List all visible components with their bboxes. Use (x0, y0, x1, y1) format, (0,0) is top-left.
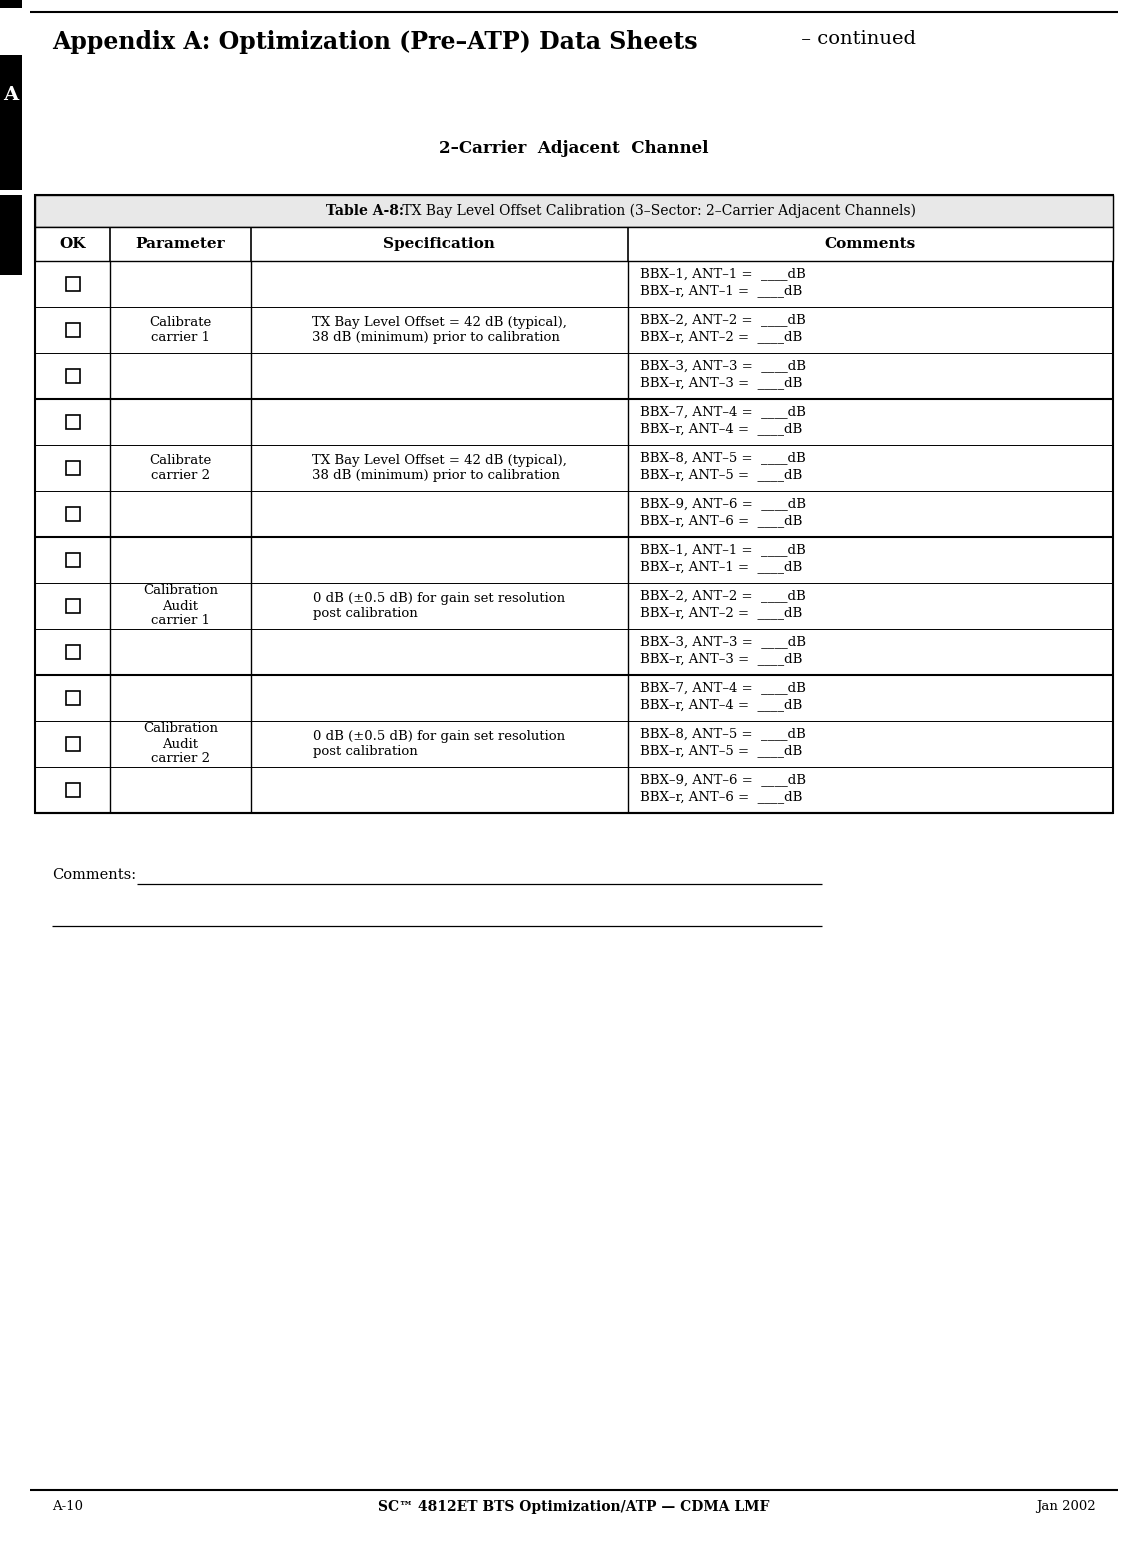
Text: TX Bay Level Offset = 42 dB (typical),
38 dB (minimum) prior to calibration: TX Bay Level Offset = 42 dB (typical), 3… (312, 317, 567, 345)
Bar (65, 553, 79, 567)
Text: Calibrate
carrier 2: Calibrate carrier 2 (149, 454, 211, 482)
Text: BBX–1, ANT–1 =  ____dB: BBX–1, ANT–1 = ____dB (639, 544, 806, 556)
Bar (34, 227, 1114, 261)
Text: Jan 2002: Jan 2002 (1037, 1500, 1096, 1513)
Bar (65, 737, 79, 751)
Bar (65, 599, 79, 613)
Bar (65, 323, 79, 337)
Text: Calibrate
carrier 1: Calibrate carrier 1 (149, 317, 211, 345)
Bar (0, 0, 22, 8)
Text: BBX–r, ANT–2 =  ____dB: BBX–r, ANT–2 = ____dB (639, 606, 802, 620)
Text: BBX–3, ANT–3 =  ____dB: BBX–3, ANT–3 = ____dB (639, 635, 806, 649)
Bar (65, 369, 79, 383)
Text: BBX–8, ANT–5 =  ____dB: BBX–8, ANT–5 = ____dB (639, 728, 806, 740)
Text: – continued: – continued (796, 29, 916, 48)
Bar (34, 195, 1114, 813)
Bar (0, 56, 22, 190)
Text: A-10: A-10 (52, 1500, 83, 1513)
Bar (65, 277, 79, 290)
Text: BBX–9, ANT–6 =  ____dB: BBX–9, ANT–6 = ____dB (639, 774, 806, 786)
Text: BBX–r, ANT–1 =  ____dB: BBX–r, ANT–1 = ____dB (639, 561, 802, 573)
Text: BBX–7, ANT–4 =  ____dB: BBX–7, ANT–4 = ____dB (639, 681, 806, 694)
Text: 0 dB (±0.5 dB) for gain set resolution
post calibration: 0 dB (±0.5 dB) for gain set resolution p… (313, 729, 565, 759)
Text: BBX–r, ANT–3 =  ____dB: BBX–r, ANT–3 = ____dB (639, 652, 802, 666)
Text: BBX–1, ANT–1 =  ____dB: BBX–1, ANT–1 = ____dB (639, 267, 806, 280)
Text: 2–Carrier  Adjacent  Channel: 2–Carrier Adjacent Channel (440, 141, 708, 158)
Text: BBX–r, ANT–2 =  ____dB: BBX–r, ANT–2 = ____dB (639, 331, 802, 343)
Bar (34, 195, 1114, 227)
Bar (0, 195, 22, 275)
Text: Comments: Comments (824, 236, 916, 250)
Text: Calibration
Audit
carrier 1: Calibration Audit carrier 1 (144, 584, 218, 627)
Text: BBX–r, ANT–5 =  ____dB: BBX–r, ANT–5 = ____dB (639, 745, 802, 757)
Text: BBX–2, ANT–2 =  ____dB: BBX–2, ANT–2 = ____dB (639, 589, 806, 603)
Text: BBX–r, ANT–5 =  ____dB: BBX–r, ANT–5 = ____dB (639, 468, 802, 482)
Text: Parameter: Parameter (135, 236, 225, 250)
Text: BBX–r, ANT–4 =  ____dB: BBX–r, ANT–4 = ____dB (639, 422, 802, 436)
Text: TX Bay Level Offset = 42 dB (typical),
38 dB (minimum) prior to calibration: TX Bay Level Offset = 42 dB (typical), 3… (312, 454, 567, 482)
Text: BBX–9, ANT–6 =  ____dB: BBX–9, ANT–6 = ____dB (639, 497, 806, 510)
Text: BBX–r, ANT–6 =  ____dB: BBX–r, ANT–6 = ____dB (639, 791, 802, 803)
Text: BBX–8, ANT–5 =  ____dB: BBX–8, ANT–5 = ____dB (639, 451, 806, 465)
Bar (65, 460, 79, 474)
Bar (65, 783, 79, 797)
Text: Table A-8:: Table A-8: (326, 204, 404, 218)
Text: 0 dB (±0.5 dB) for gain set resolution
post calibration: 0 dB (±0.5 dB) for gain set resolution p… (313, 592, 565, 620)
Text: BBX–2, ANT–2 =  ____dB: BBX–2, ANT–2 = ____dB (639, 314, 806, 326)
Text: TX Bay Level Offset Calibration (3–Sector: 2–Carrier Adjacent Channels): TX Bay Level Offset Calibration (3–Secto… (398, 204, 916, 218)
Text: BBX–r, ANT–3 =  ____dB: BBX–r, ANT–3 = ____dB (639, 377, 802, 389)
Bar (65, 507, 79, 521)
Text: BBX–3, ANT–3 =  ____dB: BBX–3, ANT–3 = ____dB (639, 360, 806, 372)
Bar (65, 691, 79, 705)
Text: BBX–r, ANT–4 =  ____dB: BBX–r, ANT–4 = ____dB (639, 698, 802, 711)
Text: A: A (3, 87, 18, 104)
Text: Appendix A: Optimization (Pre–ATP) Data Sheets: Appendix A: Optimization (Pre–ATP) Data … (52, 29, 698, 54)
Text: SC™ 4812ET BTS Optimization/ATP — CDMA LMF: SC™ 4812ET BTS Optimization/ATP — CDMA L… (379, 1500, 769, 1514)
Bar (65, 416, 79, 430)
Text: Specification: Specification (383, 236, 495, 250)
Text: Comments:: Comments: (52, 868, 137, 882)
Text: BBX–r, ANT–1 =  ____dB: BBX–r, ANT–1 = ____dB (639, 284, 802, 297)
Text: Calibration
Audit
carrier 2: Calibration Audit carrier 2 (144, 723, 218, 765)
Text: BBX–7, ANT–4 =  ____dB: BBX–7, ANT–4 = ____dB (639, 405, 806, 419)
Bar (65, 644, 79, 660)
Text: BBX–r, ANT–6 =  ____dB: BBX–r, ANT–6 = ____dB (639, 514, 802, 527)
Text: OK: OK (60, 236, 86, 250)
